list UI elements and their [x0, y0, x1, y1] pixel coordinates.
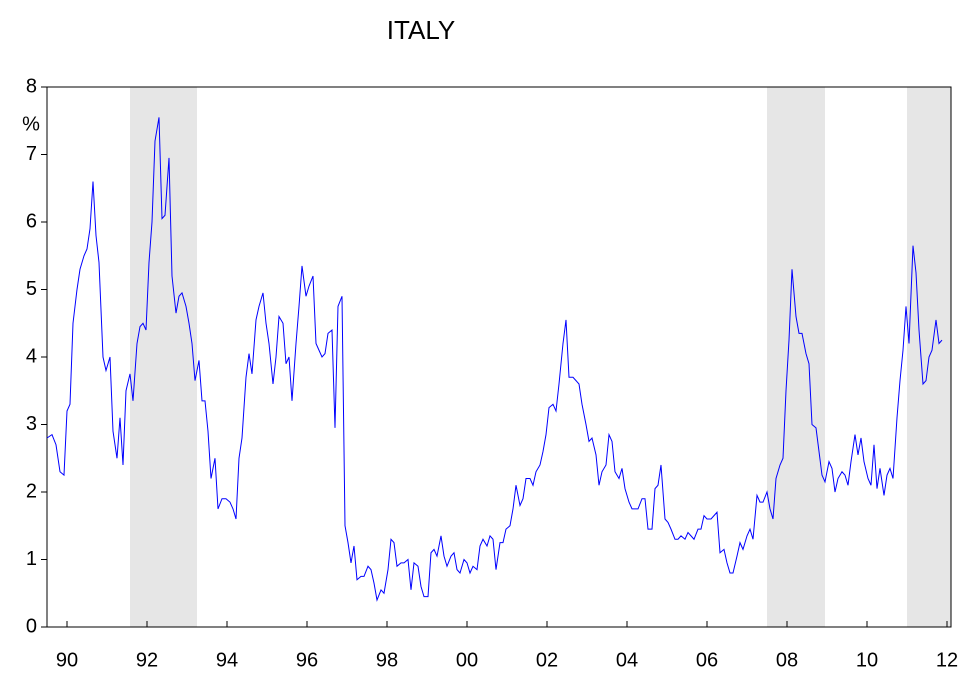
y-axis-label: %	[22, 113, 40, 135]
x-tick-label: 08	[776, 649, 798, 671]
y-tick-label: 2	[26, 480, 37, 502]
data-line	[46, 117, 943, 602]
x-tick-label: 90	[56, 649, 78, 671]
x-tick-label: 02	[536, 649, 558, 671]
y-tick-label: 0	[26, 615, 37, 637]
x-tick-label: 04	[616, 649, 638, 671]
y-tick-label: 4	[26, 345, 37, 367]
y-tick-label: 3	[26, 413, 37, 435]
recession-band	[130, 87, 197, 627]
x-tick-label: 00	[456, 649, 478, 671]
x-tick-label: 94	[216, 649, 238, 671]
y-tick-label: 5	[26, 278, 37, 300]
chart-title: ITALY	[387, 15, 455, 45]
y-tick-label: 8	[26, 75, 37, 97]
x-tick-label: 96	[296, 649, 318, 671]
y-tick-label: 7	[26, 143, 37, 165]
recession-band	[767, 87, 825, 627]
x-tick-label: 12	[936, 649, 958, 671]
x-tick-label: 98	[376, 649, 398, 671]
y-tick-label: 1	[26, 548, 37, 570]
y-tick-label: 6	[26, 210, 37, 232]
x-tick-label: 10	[856, 649, 878, 671]
x-tick-label: 92	[136, 649, 158, 671]
x-tick-label: 06	[696, 649, 718, 671]
